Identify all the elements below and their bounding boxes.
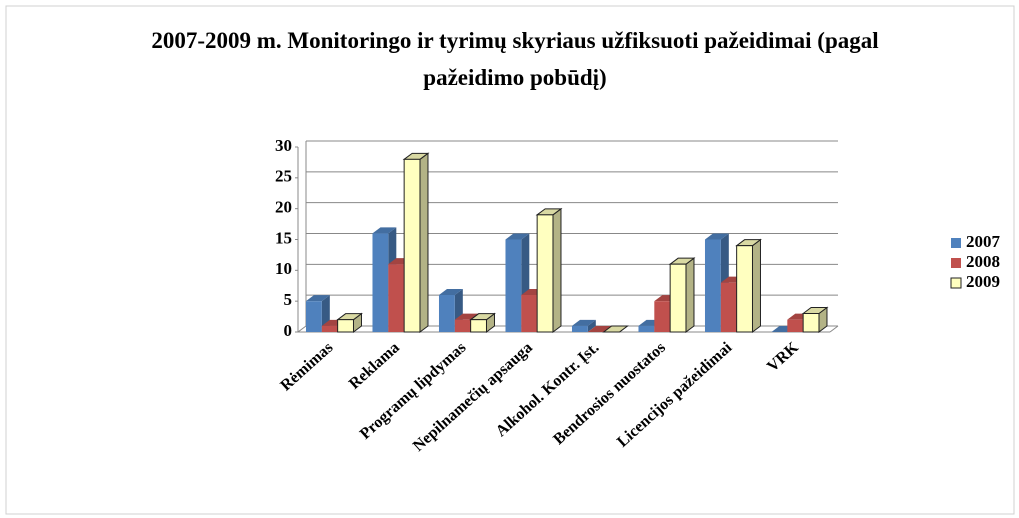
bar-top — [372, 227, 397, 234]
legend-label: 2008 — [966, 252, 1000, 271]
title-box: 2007-2009 m. Monitoringo ir tyrimų skyri… — [151, 28, 879, 90]
bar-top — [571, 319, 596, 326]
y-tick-label: 0 — [284, 321, 293, 340]
bar — [454, 319, 471, 332]
bar — [638, 325, 655, 332]
bar-side — [751, 238, 761, 333]
y-tick-label: 15 — [275, 228, 292, 247]
bar — [305, 301, 322, 332]
bar-side — [552, 207, 562, 333]
legend-swatch — [950, 277, 962, 289]
bar — [321, 325, 338, 332]
legend-label: 2009 — [966, 272, 1000, 291]
floor-edge — [829, 325, 839, 333]
y-tick-label: 5 — [284, 290, 293, 309]
bar-top — [602, 325, 629, 333]
bar — [438, 295, 455, 332]
bar-side — [587, 319, 596, 332]
bar — [337, 319, 354, 333]
bar — [571, 325, 588, 332]
chart-title: 2007-2009 m. Monitoringo ir tyrimų skyri… — [151, 28, 879, 90]
bar-side — [685, 257, 695, 333]
y-tick-label: 30 — [275, 136, 292, 155]
bar — [521, 295, 538, 332]
bar — [720, 282, 737, 332]
bar — [403, 158, 421, 333]
bar — [669, 263, 687, 333]
legend-swatch — [951, 258, 961, 268]
y-tick-label: 10 — [275, 259, 292, 278]
bar-top — [305, 295, 330, 302]
wall-edge — [297, 325, 307, 333]
bar — [505, 239, 522, 332]
bar — [802, 313, 820, 333]
bar-top — [505, 233, 530, 240]
bar — [372, 233, 389, 332]
bar-top — [454, 313, 479, 320]
bar — [787, 319, 804, 332]
bar-top — [438, 289, 463, 295]
bar — [654, 301, 671, 332]
legend-label: 2007 — [966, 232, 1001, 251]
y-tick-label: 20 — [275, 198, 292, 217]
bar — [536, 214, 554, 333]
bar — [736, 245, 753, 333]
bar-top — [704, 233, 729, 240]
bar — [470, 319, 487, 333]
legend-swatch — [951, 238, 961, 248]
bar — [388, 264, 405, 332]
bar — [704, 239, 721, 332]
bar-top — [587, 326, 612, 332]
bar-side — [419, 152, 429, 333]
y-tick-label: 25 — [275, 167, 292, 186]
